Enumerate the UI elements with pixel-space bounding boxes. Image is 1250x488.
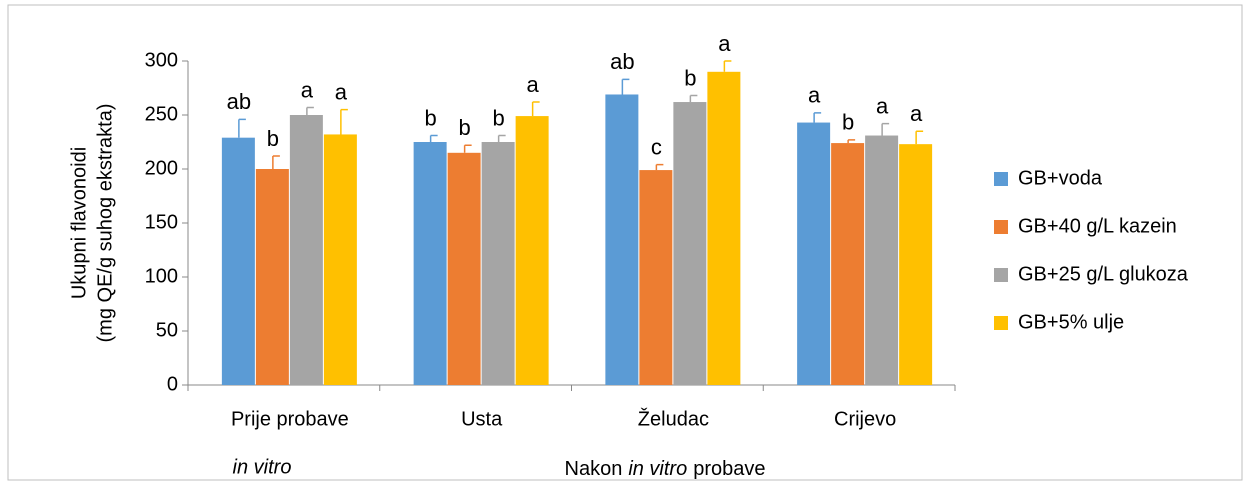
error-bar bbox=[497, 134, 506, 142]
error-bar bbox=[306, 106, 314, 115]
significance-letter: a bbox=[910, 101, 923, 126]
error-bar bbox=[689, 94, 698, 103]
significance-letter: b bbox=[425, 105, 437, 130]
y-tick-label: 300 bbox=[145, 49, 178, 71]
bar bbox=[447, 152, 481, 385]
x-tick-label: Prije probave bbox=[231, 408, 349, 430]
error-bar bbox=[723, 60, 732, 72]
significance-letter: b bbox=[459, 115, 471, 140]
legend-label: GB+40 g/L kazein bbox=[1018, 215, 1177, 237]
category-note: in vitro bbox=[233, 456, 292, 478]
legend-swatch bbox=[994, 220, 1008, 234]
significance-letter: b bbox=[493, 105, 505, 130]
x-axis-label-part: in vitro bbox=[628, 458, 687, 480]
significance-letter: b bbox=[684, 65, 696, 90]
y-tick-label: 200 bbox=[145, 157, 178, 179]
bar bbox=[639, 170, 673, 385]
bar bbox=[797, 122, 831, 385]
error-bar bbox=[272, 155, 280, 169]
legend-label: GB+25 g/L glukoza bbox=[1018, 263, 1189, 285]
significance-letter: a bbox=[876, 93, 889, 118]
error-bar bbox=[429, 134, 438, 142]
bar bbox=[289, 115, 323, 385]
legend-label: GB+5% ulje bbox=[1018, 311, 1124, 333]
bar bbox=[255, 169, 289, 385]
x-tick-label: Usta bbox=[461, 408, 503, 430]
significance-letter: a bbox=[808, 83, 821, 108]
significance-letter: ab bbox=[227, 89, 251, 114]
x-axis-label-part: probave bbox=[693, 458, 765, 480]
bar bbox=[323, 134, 357, 385]
legend-swatch bbox=[994, 268, 1008, 282]
bar bbox=[605, 94, 639, 385]
error-bar bbox=[531, 101, 540, 117]
bar bbox=[413, 142, 447, 385]
y-tick-label: 250 bbox=[145, 103, 178, 125]
significance-letter: a bbox=[718, 31, 731, 56]
error-bar bbox=[881, 122, 890, 136]
legend-swatch bbox=[994, 172, 1008, 186]
error-bar bbox=[847, 139, 856, 144]
x-axis-label-part: Nakon bbox=[565, 458, 623, 480]
bar bbox=[707, 71, 741, 386]
significance-letter: ab bbox=[610, 49, 634, 74]
y-tick-label: 100 bbox=[145, 265, 178, 287]
significance-letter: a bbox=[335, 79, 348, 104]
error-bar bbox=[621, 78, 630, 95]
bar bbox=[673, 102, 707, 385]
significance-letter: a bbox=[527, 72, 540, 97]
significance-letter: c bbox=[651, 134, 662, 159]
bar bbox=[481, 142, 515, 385]
error-bar bbox=[813, 112, 822, 123]
y-axis-label: (mg QE/g suhog ekstrakta) bbox=[94, 104, 116, 343]
legend-label: GB+voda bbox=[1018, 167, 1103, 189]
error-bar bbox=[238, 118, 246, 138]
error-bar bbox=[915, 130, 924, 145]
y-tick-label: 50 bbox=[156, 319, 178, 341]
significance-letter: b bbox=[842, 110, 854, 135]
bar bbox=[221, 137, 255, 385]
significance-letter: a bbox=[301, 77, 314, 102]
bar bbox=[831, 143, 865, 385]
bar bbox=[899, 144, 933, 385]
y-axis-label: Ukupni flavonoidi bbox=[68, 147, 90, 299]
y-tick-label: 0 bbox=[167, 373, 178, 395]
error-bar bbox=[655, 163, 664, 171]
y-tick-label: 150 bbox=[145, 211, 178, 233]
error-bar bbox=[340, 108, 348, 135]
bar bbox=[515, 116, 549, 385]
x-tick-label: Crijevo bbox=[834, 408, 896, 430]
significance-letter: b bbox=[267, 126, 279, 151]
bar bbox=[865, 135, 899, 385]
x-tick-label: Želudac bbox=[638, 407, 709, 430]
legend-swatch bbox=[994, 316, 1008, 330]
error-bar bbox=[463, 144, 472, 153]
x-axis-label: Nakon in vitro probave bbox=[565, 458, 766, 480]
